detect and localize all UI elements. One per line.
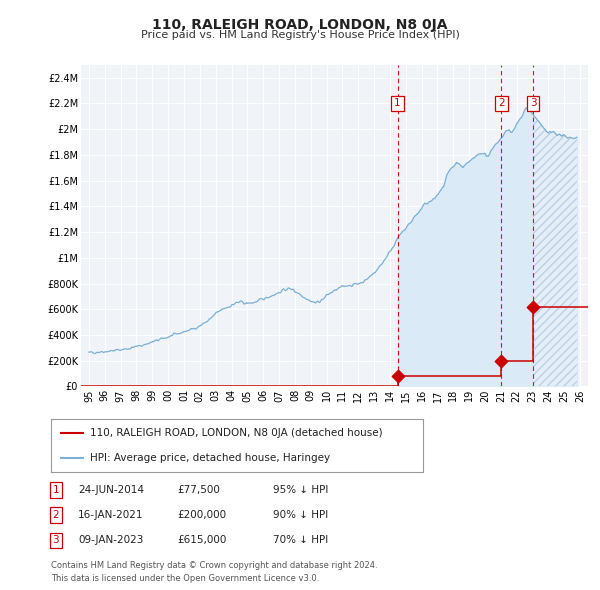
Text: 1: 1 xyxy=(52,485,59,494)
Text: 2: 2 xyxy=(52,510,59,520)
Text: £615,000: £615,000 xyxy=(177,536,226,545)
Text: 110, RALEIGH ROAD, LONDON, N8 0JA (detached house): 110, RALEIGH ROAD, LONDON, N8 0JA (detac… xyxy=(90,428,383,438)
Text: HPI: Average price, detached house, Haringey: HPI: Average price, detached house, Hari… xyxy=(90,453,330,463)
Text: 2: 2 xyxy=(498,99,505,109)
Text: 90% ↓ HPI: 90% ↓ HPI xyxy=(273,510,328,520)
Text: This data is licensed under the Open Government Licence v3.0.: This data is licensed under the Open Gov… xyxy=(51,574,319,583)
Point xyxy=(393,372,403,381)
Text: £77,500: £77,500 xyxy=(177,485,220,494)
Text: 3: 3 xyxy=(530,99,536,109)
Point xyxy=(528,303,538,312)
Text: 09-JAN-2023: 09-JAN-2023 xyxy=(78,536,143,545)
Text: Price paid vs. HM Land Registry's House Price Index (HPI): Price paid vs. HM Land Registry's House … xyxy=(140,30,460,40)
Text: Contains HM Land Registry data © Crown copyright and database right 2024.: Contains HM Land Registry data © Crown c… xyxy=(51,561,377,570)
Text: £200,000: £200,000 xyxy=(177,510,226,520)
Text: 16-JAN-2021: 16-JAN-2021 xyxy=(78,510,143,520)
Text: 110, RALEIGH ROAD, LONDON, N8 0JA: 110, RALEIGH ROAD, LONDON, N8 0JA xyxy=(152,18,448,32)
Text: 1: 1 xyxy=(394,99,401,109)
Text: 3: 3 xyxy=(52,536,59,545)
Point xyxy=(497,356,506,365)
Text: 95% ↓ HPI: 95% ↓ HPI xyxy=(273,485,328,494)
Text: 70% ↓ HPI: 70% ↓ HPI xyxy=(273,536,328,545)
Text: 24-JUN-2014: 24-JUN-2014 xyxy=(78,485,144,494)
